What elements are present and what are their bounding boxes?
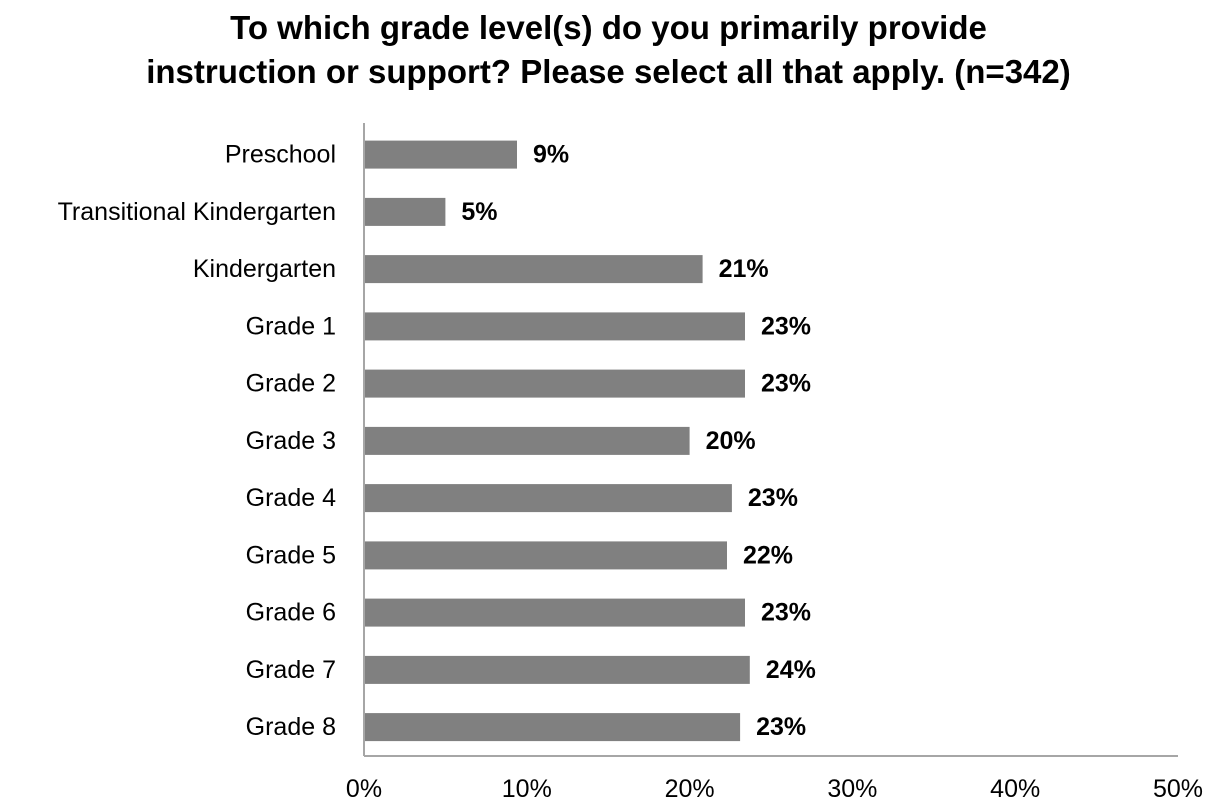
- bar-10: [364, 713, 741, 742]
- value-label-6: 23%: [748, 484, 798, 512]
- bar-1: [364, 197, 446, 226]
- category-label-0: Preschool: [225, 141, 336, 169]
- value-label-0: 9%: [533, 141, 569, 169]
- x-tick-label-5: 50%: [1153, 775, 1203, 803]
- bar-6: [364, 484, 732, 513]
- category-label-9: Grade 7: [246, 656, 336, 684]
- value-label-1: 5%: [461, 198, 497, 226]
- x-tick-label-1: 10%: [502, 775, 552, 803]
- chart-title: To which grade level(s) do you primarily…: [0, 6, 1217, 94]
- category-label-10: Grade 8: [246, 713, 336, 741]
- category-label-5: Grade 3: [246, 427, 336, 455]
- value-label-5: 20%: [706, 427, 756, 455]
- bar-4: [364, 369, 745, 398]
- bar-8: [364, 598, 745, 627]
- category-label-2: Kindergarten: [193, 255, 336, 283]
- chart-title-line-1: To which grade level(s) do you primarily…: [230, 9, 987, 46]
- category-labels-group: Preschool Transitional Kindergarten Kinder…: [58, 141, 336, 741]
- chart-title-line-2: instruction or support? Please select al…: [146, 53, 1071, 90]
- x-tick-label-3: 30%: [827, 775, 877, 803]
- bar-5: [364, 426, 690, 455]
- value-label-4: 23%: [761, 370, 811, 398]
- value-label-8: 23%: [761, 599, 811, 627]
- bar-2: [364, 255, 703, 284]
- bar-9: [364, 655, 750, 684]
- value-label-2: 21%: [719, 255, 769, 283]
- value-label-3: 23%: [761, 312, 811, 340]
- bars-group: [364, 140, 750, 742]
- category-label-7: Grade 5: [246, 541, 336, 569]
- category-label-1: Transitional Kindergarten: [58, 198, 336, 226]
- x-tick-label-2: 20%: [665, 775, 715, 803]
- axes-group: 0% 10% 20% 30% 40% 50%: [346, 123, 1203, 803]
- value-labels-group: 9% 5% 21% 23% 23% 20% 23% 22% 23% 24% 23%: [461, 141, 816, 741]
- category-label-4: Grade 2: [246, 370, 336, 398]
- value-label-9: 24%: [766, 656, 816, 684]
- category-label-3: Grade 1: [246, 312, 336, 340]
- bar-3: [364, 312, 745, 341]
- bar-0: [364, 140, 517, 169]
- value-label-7: 22%: [743, 541, 793, 569]
- x-tick-label-0: 0%: [346, 775, 382, 803]
- value-label-10: 23%: [756, 713, 806, 741]
- bar-7: [364, 541, 727, 570]
- category-label-6: Grade 4: [246, 484, 336, 512]
- x-tick-label-4: 40%: [990, 775, 1040, 803]
- category-label-8: Grade 6: [246, 599, 336, 627]
